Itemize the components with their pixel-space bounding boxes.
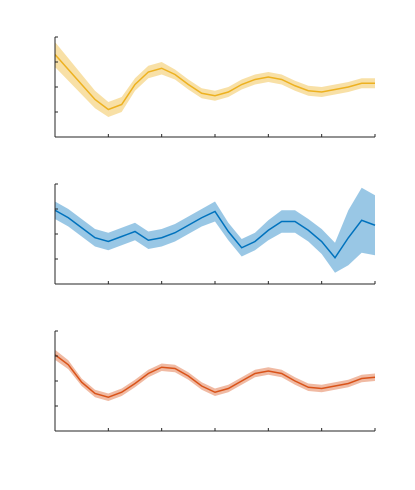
error-band [55, 187, 375, 273]
line [54, 54, 375, 111]
line [54, 354, 376, 399]
error-band [55, 349, 375, 401]
line [54, 209, 376, 260]
